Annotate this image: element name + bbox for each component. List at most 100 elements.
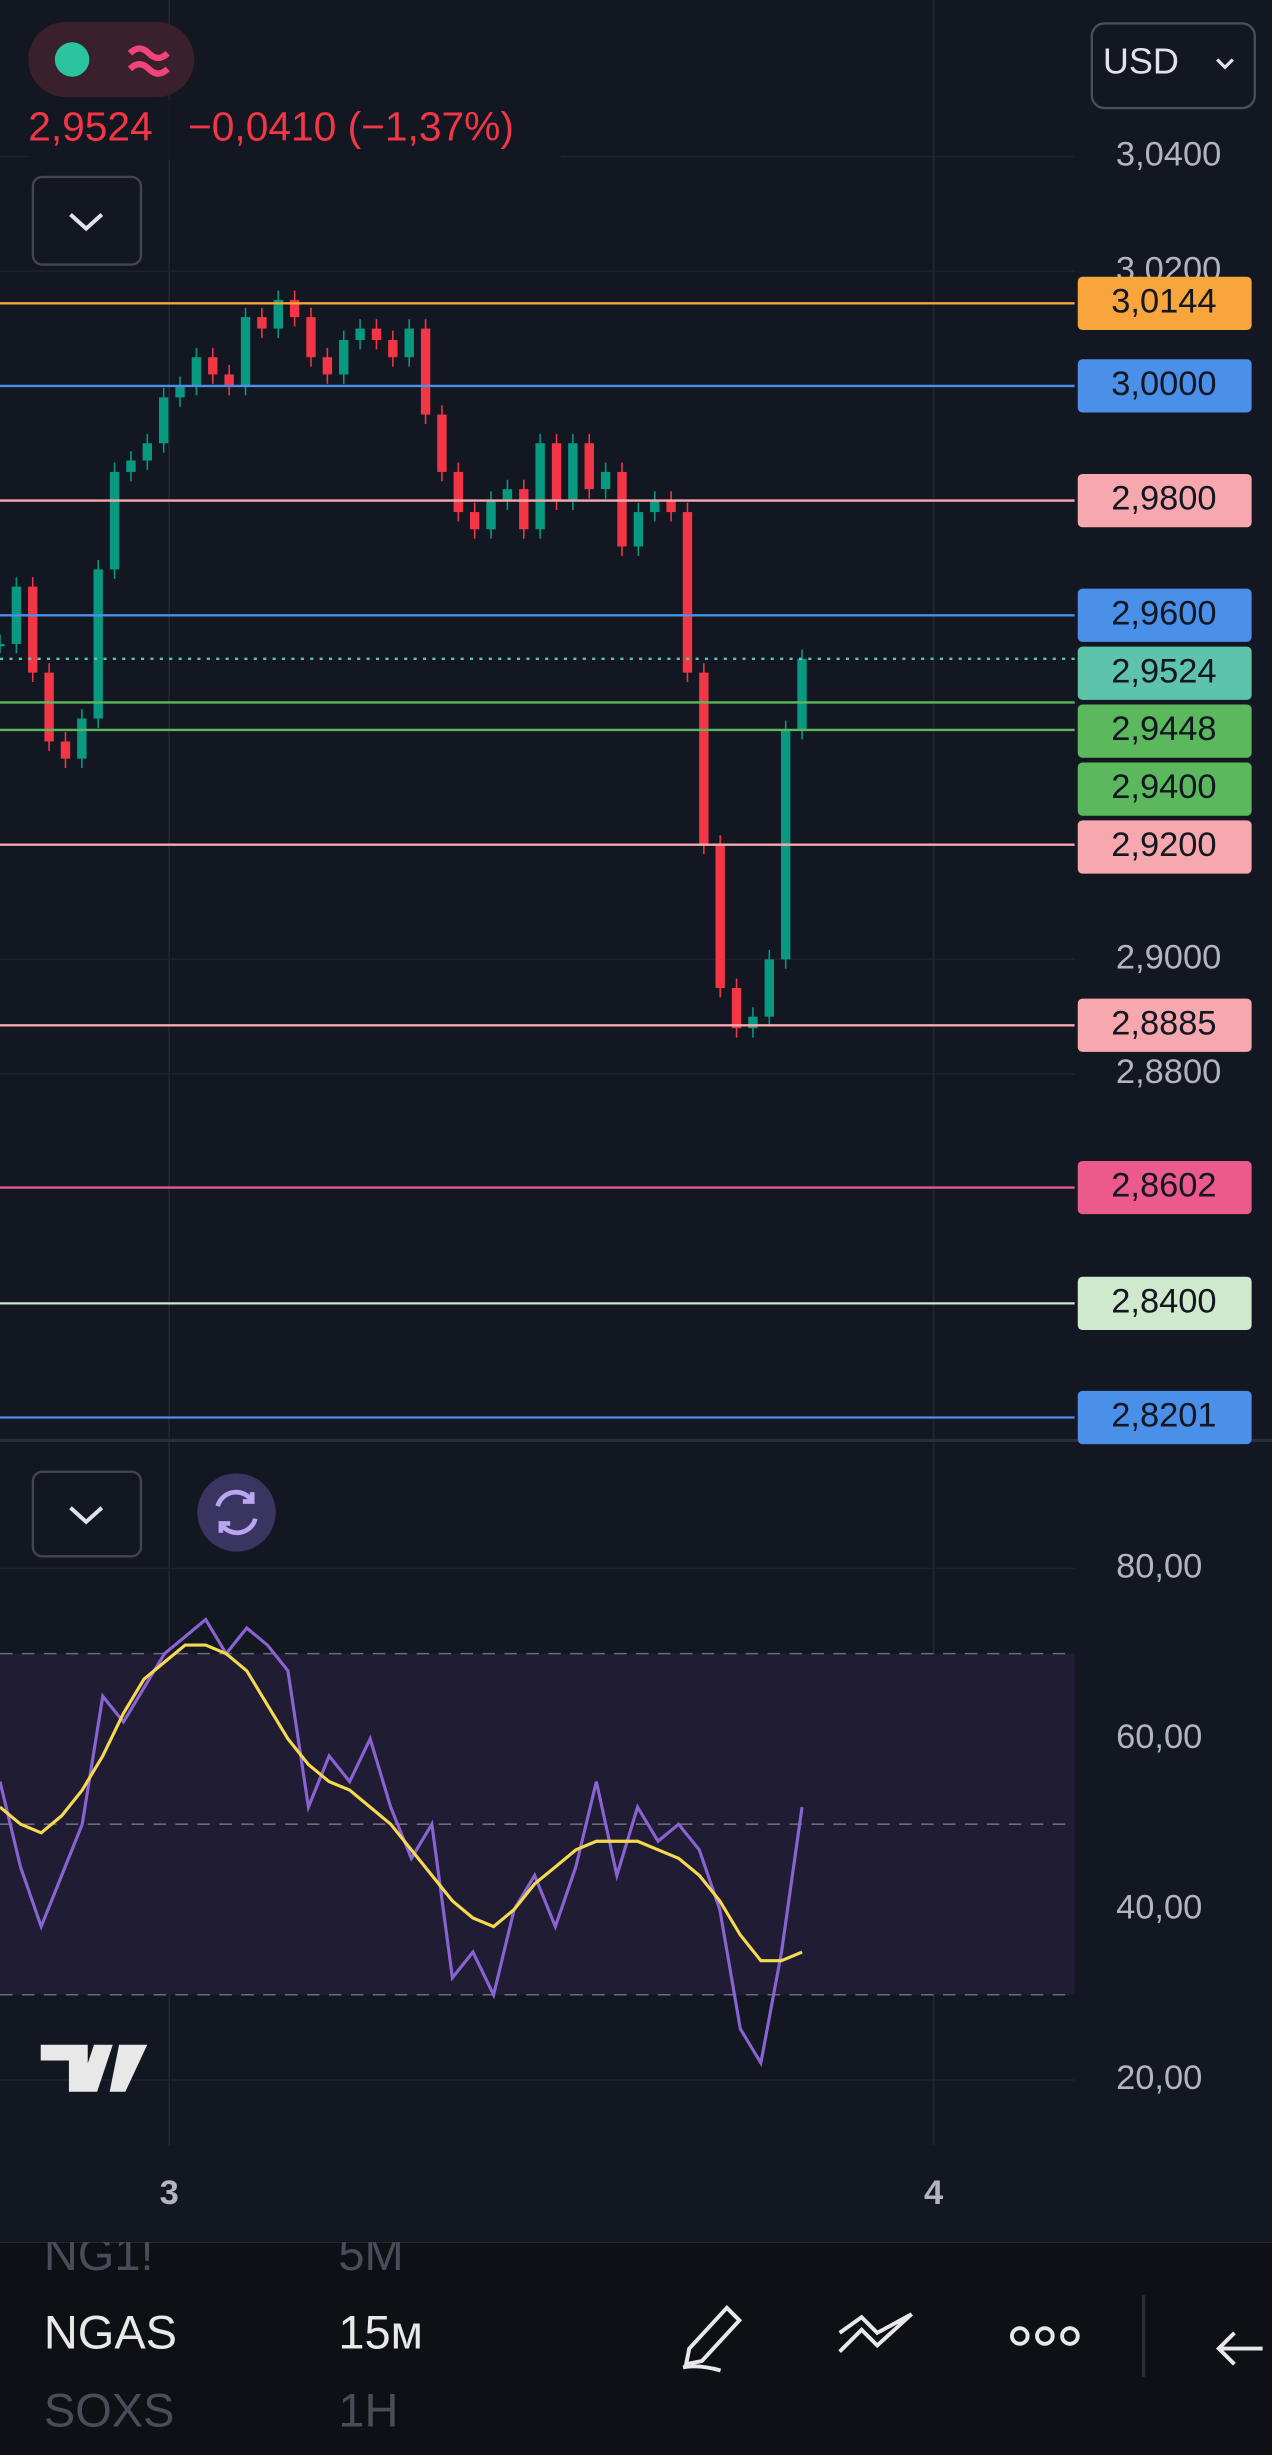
- candle: [633, 512, 644, 547]
- rsi-pane: 80,00 60,00 40,00 20,00: [0, 1547, 1202, 2097]
- candle: [175, 385, 185, 398]
- price-badge: [1077, 820, 1252, 874]
- chevron: [69, 1506, 104, 1525]
- more-icon[interactable]: [1010, 2326, 1080, 2346]
- candle: [191, 357, 202, 386]
- candle: [142, 443, 153, 461]
- x-tick-label: 3: [160, 2174, 179, 2212]
- chevron: [69, 213, 104, 232]
- candle: [715, 844, 725, 989]
- currency: USD: [1103, 41, 1179, 82]
- collapse-button[interactable]: [31, 175, 143, 266]
- tradingview-logo: [40, 2044, 148, 2092]
- y-tick-label: 20,00: [1116, 2059, 1202, 2097]
- price-badge-label: 2,8885: [1111, 1004, 1216, 1042]
- collapse-button[interactable]: [31, 1470, 143, 1558]
- candle: [502, 489, 513, 501]
- price-badge-label: 2,8602: [1111, 1167, 1216, 1205]
- price-badge: [1077, 359, 1252, 413]
- candle: [437, 414, 447, 472]
- y-tick-label: 2,8800: [1116, 1053, 1221, 1091]
- candle: [584, 443, 594, 490]
- candle: [731, 988, 742, 1029]
- candle: [551, 443, 562, 501]
- price-badge: [1077, 646, 1252, 700]
- candle: [617, 471, 627, 547]
- candle: [420, 328, 431, 415]
- price-badge: [1077, 473, 1252, 528]
- price-badge: [1077, 1390, 1252, 1445]
- rsi-line: [0, 1617, 804, 2068]
- y-tick-label: 2,9000: [1116, 938, 1221, 976]
- candle: [93, 569, 103, 719]
- candle: [371, 328, 382, 341]
- candle: [469, 512, 480, 530]
- header-backdrop: [28, 100, 561, 160]
- price-badge-label: 2,9524: [1111, 652, 1216, 690]
- interval[interactable]: 1Н: [338, 2384, 398, 2437]
- currency-button[interactable]: [1090, 22, 1256, 110]
- price-badge: [1077, 588, 1252, 642]
- interval[interactable]: 15м: [338, 2305, 423, 2358]
- toolbar: [0, 2242, 1272, 2455]
- candle: [44, 672, 54, 742]
- price-badge-label: 2,9448: [1111, 710, 1216, 748]
- toggle-pill[interactable]: [28, 21, 195, 98]
- candle: [109, 471, 120, 570]
- rsi-line: [0, 1643, 803, 1963]
- price-badge-label: 3,0000: [1111, 365, 1216, 403]
- candle: [60, 741, 71, 759]
- price-badge: [1077, 762, 1252, 816]
- price-badge-label: 2,9800: [1111, 480, 1216, 518]
- candle: [682, 512, 693, 673]
- trend-icon[interactable]: [838, 2312, 914, 2354]
- candle: [339, 340, 349, 375]
- toolbar-mask: [0, 2160, 1272, 2243]
- candle: [388, 340, 398, 358]
- toggle-dot: [54, 42, 90, 77]
- candle: [568, 443, 578, 501]
- y-tick-label: 40,00: [1116, 1889, 1202, 1927]
- candle: [322, 357, 333, 375]
- candle: [126, 460, 136, 472]
- candle: [273, 299, 283, 329]
- candle: [0, 643, 5, 647]
- candle: [699, 672, 709, 845]
- refresh-button[interactable]: [197, 1473, 276, 1552]
- candle: [77, 718, 87, 759]
- back-icon[interactable]: [1215, 2331, 1263, 2366]
- price-pane: 3,04003,02002,90002,88003,01443,00002,98…: [0, 136, 1252, 1445]
- y-tick-label: 3,0400: [1116, 136, 1221, 174]
- price-change: −0,0410 (−1,37%): [188, 104, 514, 150]
- draw-icon[interactable]: [682, 2305, 743, 2373]
- symbol[interactable]: NGAS: [44, 2305, 177, 2358]
- candle: [535, 443, 545, 530]
- last-price: 2,9524: [28, 104, 153, 150]
- candle: [600, 471, 611, 490]
- candle: [355, 328, 365, 341]
- y-tick-label: 60,00: [1116, 1718, 1202, 1756]
- price-badge-label: 2,8201: [1111, 1397, 1216, 1435]
- candle: [486, 500, 496, 530]
- wave-icon: [127, 45, 170, 77]
- candle: [404, 328, 414, 358]
- price-badge: [1077, 704, 1252, 758]
- candle: [257, 317, 267, 329]
- chevron: [1216, 58, 1234, 70]
- candle: [519, 489, 529, 530]
- price-badge: [1077, 276, 1252, 330]
- x-tick-label: 4: [924, 2174, 943, 2212]
- symbol[interactable]: SOXS: [44, 2384, 175, 2437]
- refresh-icon: [215, 1489, 258, 1536]
- candle: [650, 500, 660, 513]
- candle: [224, 374, 234, 386]
- candle: [453, 471, 464, 513]
- candle: [28, 586, 38, 673]
- candle: [748, 1016, 758, 1029]
- candle: [666, 500, 676, 513]
- price-badge: [1077, 1160, 1252, 1215]
